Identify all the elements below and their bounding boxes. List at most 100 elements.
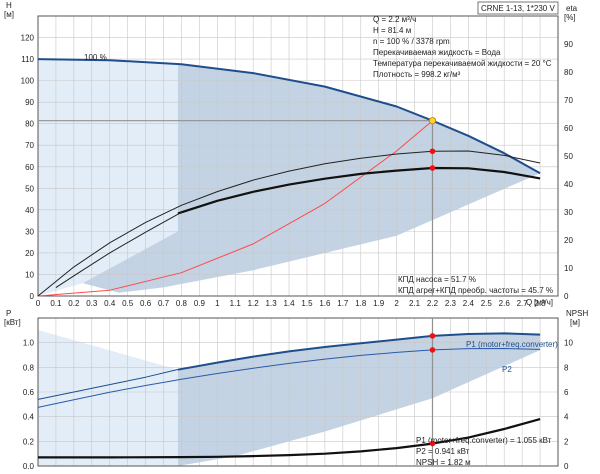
- low-flow-region: [38, 330, 178, 466]
- efficiency-label: КПД агрег+КПД преобр. частоты = 45.7 %: [398, 286, 553, 295]
- x-tick-label: 1.7: [337, 299, 349, 308]
- y-left-tick-label: 80: [25, 120, 34, 129]
- x-tick-label: 0.9: [194, 299, 206, 308]
- y-left-tick-label: 30: [25, 227, 34, 236]
- x-tick-label: 0: [36, 299, 41, 308]
- x-tick-label: 2.1: [409, 299, 421, 308]
- y-right-tick-label: 2: [564, 437, 569, 446]
- q-axis-label: Q: [526, 298, 532, 307]
- eta-axis-unit: [%]: [564, 13, 576, 22]
- x-tick-label: 0.6: [140, 299, 152, 308]
- power-info-block: P1 (motor+freq.converter) = 1.055 кВт P2…: [416, 436, 552, 467]
- x-tick-label: 1.5: [301, 299, 313, 308]
- y-left-tick-label: 10: [25, 270, 34, 279]
- y-right-tick-label: 90: [564, 40, 573, 49]
- y-left-tick-label: 50: [25, 184, 34, 193]
- info-line: H = 81.4 м: [373, 26, 411, 35]
- head-efficiency-panel: 0102030405060708090100110120010203040506…: [4, 1, 578, 308]
- x-tick-label: 0.4: [104, 299, 116, 308]
- product-label-box: [477, 1, 559, 15]
- info-line: Плотность = 998.2 кг/м³: [373, 70, 461, 79]
- y-left-tick-label: 0: [30, 292, 35, 301]
- x-tick-label: 2.7: [517, 299, 529, 308]
- y-right-tick-label: 6: [564, 388, 569, 397]
- low-flow-region: [38, 59, 178, 296]
- x-tick-label: 1.8: [355, 299, 367, 308]
- y-left-tick-label: 0.2: [23, 437, 35, 446]
- y-right-tick-label: 60: [564, 124, 573, 133]
- y-right-tick-label: 80: [564, 68, 573, 77]
- x-tick-label: 2.5: [481, 299, 493, 308]
- y-left-tick-label: 0.4: [23, 413, 35, 422]
- x-tick-label: 0.8: [176, 299, 188, 308]
- y-right-tick-label: 20: [564, 236, 573, 245]
- x-tick-label: 2.2: [427, 299, 439, 308]
- y-left-tick-label: 100: [21, 77, 35, 86]
- q-axis-unit: [м³/ч]: [534, 298, 553, 307]
- y-right-tick-label: 70: [564, 96, 573, 105]
- x-tick-label: 1.6: [319, 299, 331, 308]
- efficiency-label: КПД насоса = 51.7 %: [398, 275, 476, 284]
- power-info-line: P1 (motor+freq.converter) = 1.055 кВт: [416, 436, 552, 445]
- bottom-plot-frame: [37, 317, 559, 467]
- efficiency-info-block: КПД насоса = 51.7 % КПД агрег+КПД преобр…: [398, 275, 553, 295]
- y-left-tick-label: 110: [21, 55, 34, 64]
- x-tick-label: 1.2: [248, 299, 260, 308]
- eta-axis-label: eta: [566, 4, 578, 13]
- speed-label: 100 %: [84, 53, 107, 62]
- info-line: n = 100 % / 3378 rpm: [373, 37, 450, 46]
- series-line-0: [37, 58, 541, 175]
- p2-series-label: P2: [502, 365, 512, 374]
- x-tick-label: 0.1: [50, 299, 62, 308]
- duty-info-block: Q = 2.2 м³/ч H = 81.4 м n = 100 % / 3378…: [373, 15, 552, 79]
- x-tick-label: 1.9: [373, 299, 385, 308]
- y-right-tick-label: 50: [564, 152, 573, 161]
- y-left-tick-label: 40: [25, 206, 34, 215]
- series-line-2: [37, 150, 541, 297]
- y-right-tick-label: 30: [564, 208, 573, 217]
- duty-marker: [429, 440, 436, 447]
- duty-point: [428, 117, 437, 125]
- x-tick-label: 1.4: [283, 299, 295, 308]
- p1-series-label: P1 (motor+freq.converter): [466, 340, 558, 349]
- h-axis-label: H: [6, 1, 12, 10]
- series-line-1: [37, 120, 433, 297]
- y-right-tick-label: 10: [564, 339, 573, 348]
- x-tick-label: 0.3: [86, 299, 98, 308]
- x-tick-label: 1.1: [230, 299, 242, 308]
- p-axis-unit: [кВт]: [4, 318, 21, 327]
- power-info-line: P2 = 0.941 кВт: [416, 447, 470, 456]
- duty-marker: [429, 165, 436, 171]
- duty-marker: [429, 333, 436, 339]
- info-line: Перекачиваемая жидкость = Вода: [373, 48, 501, 57]
- series-line-3: [38, 418, 541, 459]
- y-left-tick-label: 60: [25, 163, 34, 172]
- product-label: CRNE 1-13, 1*230 V: [481, 4, 555, 13]
- y-left-tick-label: 120: [21, 34, 35, 43]
- y-right-tick-label: 8: [564, 363, 569, 372]
- npsh-axis-unit: [м]: [570, 318, 580, 327]
- power-info-line: NPSH = 1.82 м: [416, 458, 471, 467]
- y-left-tick-label: 20: [25, 249, 34, 258]
- y-left-tick-label: 90: [25, 98, 34, 107]
- y-left-tick-label: 70: [25, 141, 34, 150]
- info-line: Q = 2.2 м³/ч: [373, 15, 416, 24]
- y-right-tick-label: 0: [564, 462, 569, 471]
- top-plot-frame: [37, 15, 559, 297]
- x-tick-label: 2.4: [463, 299, 475, 308]
- x-tick-label: 2.3: [445, 299, 457, 308]
- series-line-1: [37, 368, 182, 400]
- info-line: Температура перекачиваемой жидкости = 20…: [373, 59, 552, 68]
- operating-region: [177, 333, 541, 466]
- x-tick-label: 2.6: [499, 299, 511, 308]
- duty-marker: [429, 148, 436, 155]
- y-left-tick-label: 1.0: [23, 339, 35, 348]
- x-tick-label: 0.5: [122, 299, 134, 308]
- npsh-axis-label: NPSH: [566, 309, 588, 318]
- series-line-4: [55, 211, 182, 289]
- series-line-2: [37, 348, 541, 408]
- y-left-tick-label: 0.8: [23, 363, 35, 372]
- x-tick-label: 1: [215, 299, 220, 308]
- y-left-tick-label: 0.0: [23, 462, 35, 471]
